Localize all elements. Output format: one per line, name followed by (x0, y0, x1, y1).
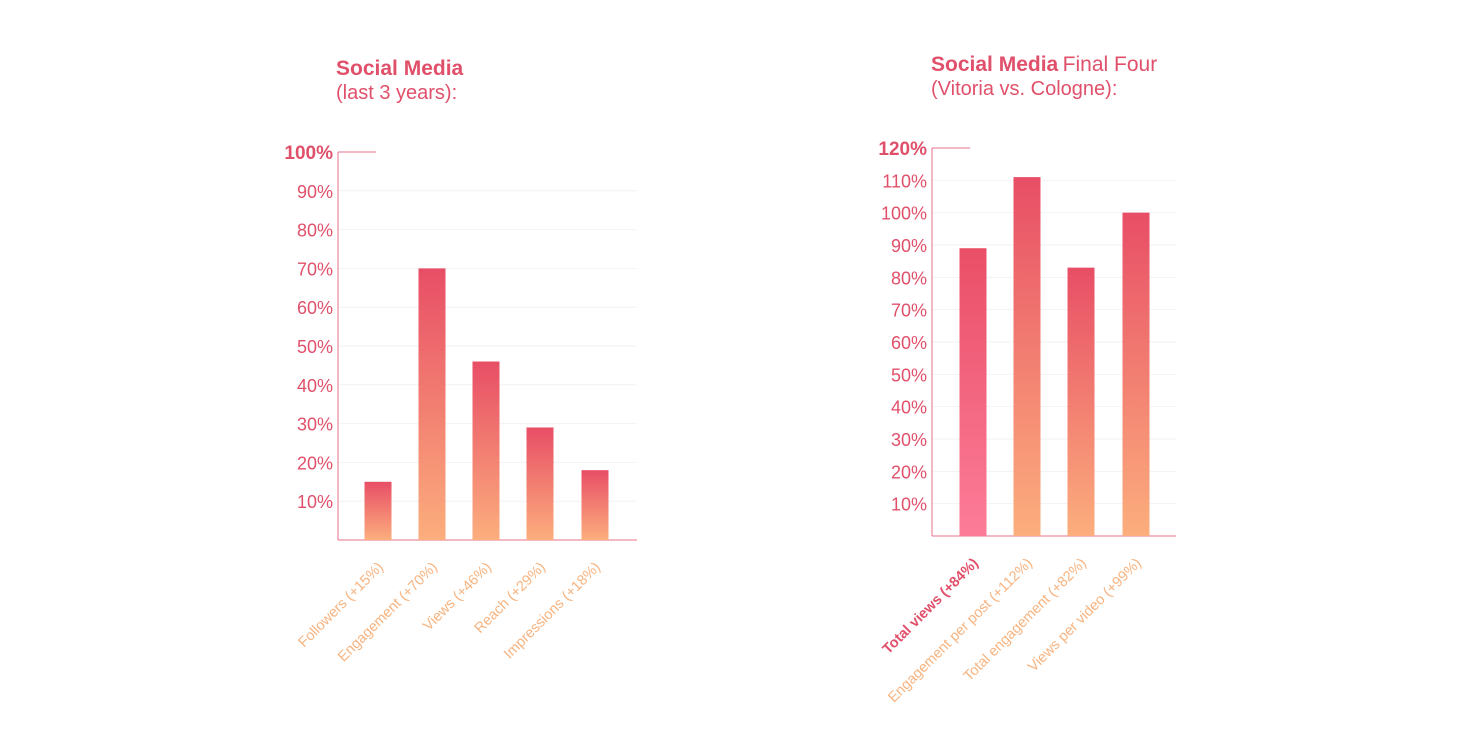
x-category-label: Views per video (+99%) (1025, 556, 1145, 676)
chart-2-title-bold: Social Media (931, 53, 1059, 76)
bar (364, 481, 392, 540)
y-tick-label: 20% (297, 453, 333, 473)
chart-1: 10%20%30%40%50%60%70%80%90%100%Followers… (284, 143, 637, 665)
bar (1122, 212, 1150, 536)
y-tick-label: 110% (882, 171, 927, 191)
chart-1-subtitle: (last 3 years): (336, 82, 458, 105)
y-tick-label: 70% (297, 259, 333, 279)
bar (959, 248, 987, 536)
y-tick-label: 10% (297, 492, 333, 512)
chart-1-title-bold: Social Media (336, 57, 464, 80)
y-tick-label: 40% (891, 398, 927, 418)
bar (1067, 267, 1095, 536)
y-tick-label: 80% (891, 268, 927, 288)
y-tick-label: 10% (891, 495, 927, 515)
y-tick-label: 20% (891, 462, 927, 482)
bar (418, 268, 446, 540)
bar (472, 361, 500, 540)
bar (1013, 177, 1041, 536)
chart-1-title-block: Social Media (last 3 years): (336, 56, 463, 105)
y-tick-label: 90% (297, 182, 333, 202)
y-tick-label: 100% (881, 204, 927, 224)
x-category-label: Total views (+84%) (880, 555, 982, 657)
bar (526, 427, 554, 540)
y-tick-label: 30% (891, 430, 927, 450)
y-tick-label: 50% (891, 365, 927, 385)
chart-2-title: Social Media Final Four (931, 52, 1157, 77)
y-tick-label: 120% (878, 139, 927, 160)
bar (581, 470, 609, 540)
x-category-label: Impressions (+18%) (501, 560, 604, 663)
y-tick-label: 70% (891, 301, 927, 321)
chart-2-title-suffix: Final Four (1062, 53, 1158, 76)
x-category-label: Engagement (+70%) (335, 560, 441, 666)
chart-2-title-block: Social Media Final Four (Vitoria vs. Col… (931, 52, 1157, 101)
chart-1-title: Social Media (336, 56, 463, 81)
y-tick-label: 100% (284, 143, 333, 164)
y-tick-label: 60% (891, 333, 927, 353)
chart-2: 10% 20% 30% 40% 50% 60% 70% 80% 90% 100% 110% 120% T… (878, 139, 1176, 706)
y-tick-label: 60% (297, 298, 333, 318)
y-tick-label: 80% (297, 221, 333, 241)
y-tick-label: 90% (891, 236, 927, 256)
y-tick-label: 40% (297, 376, 333, 396)
y-tick-label: 30% (297, 415, 333, 435)
chart-2-subtitle: (Vitoria vs. Cologne): (931, 78, 1118, 101)
y-tick-label: 50% (297, 337, 333, 357)
